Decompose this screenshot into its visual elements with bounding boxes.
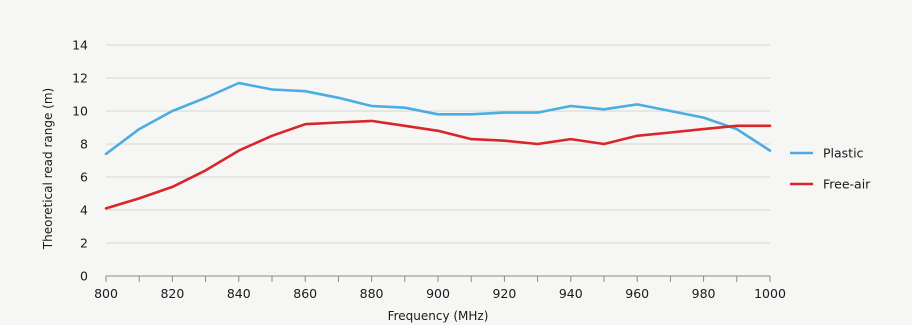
series-line-free-air bbox=[104, 119, 772, 210]
x-tick-label: 820 bbox=[160, 286, 184, 301]
x-tick-label: 920 bbox=[492, 286, 516, 301]
legend-item: Free-air bbox=[790, 177, 871, 192]
y-axis-title: Theoretical read range (m) bbox=[41, 88, 55, 250]
x-tick-label: 840 bbox=[227, 286, 251, 301]
x-tick-label: 960 bbox=[625, 286, 649, 301]
x-tick-label: 980 bbox=[692, 286, 716, 301]
y-tick-label: 10 bbox=[72, 104, 88, 119]
x-tick-label: 900 bbox=[426, 286, 450, 301]
y-tick-label: 8 bbox=[80, 137, 88, 152]
series-lines bbox=[104, 81, 772, 210]
x-axis-title: Frequency (MHz) bbox=[388, 309, 489, 323]
axes bbox=[105, 275, 771, 282]
x-tick-label: 860 bbox=[293, 286, 317, 301]
y-tick-label: 0 bbox=[80, 269, 88, 284]
y-tick-label: 2 bbox=[80, 236, 88, 251]
x-axis-ticks: 800 820 840 860 880 900 920 940 960 980 1000 bbox=[94, 286, 786, 301]
y-axis-ticks: 0 2 4 6 8 10 12 14 bbox=[72, 38, 88, 284]
grid bbox=[106, 44, 770, 244]
series-line-plastic bbox=[104, 81, 772, 156]
x-tick-label: 880 bbox=[360, 286, 384, 301]
y-tick-label: 4 bbox=[80, 203, 88, 218]
x-tick-label: 800 bbox=[94, 286, 118, 301]
y-tick-label: 14 bbox=[72, 38, 88, 53]
x-tick-label: 1000 bbox=[754, 286, 786, 301]
y-tick-label: 6 bbox=[80, 170, 88, 185]
x-tick-label: 940 bbox=[559, 286, 583, 301]
legend: Plastic Free-air bbox=[790, 146, 871, 192]
legend-label: Plastic bbox=[823, 146, 864, 161]
legend-item: Plastic bbox=[790, 146, 864, 161]
y-tick-label: 12 bbox=[72, 71, 88, 86]
legend-label: Free-air bbox=[823, 177, 871, 192]
